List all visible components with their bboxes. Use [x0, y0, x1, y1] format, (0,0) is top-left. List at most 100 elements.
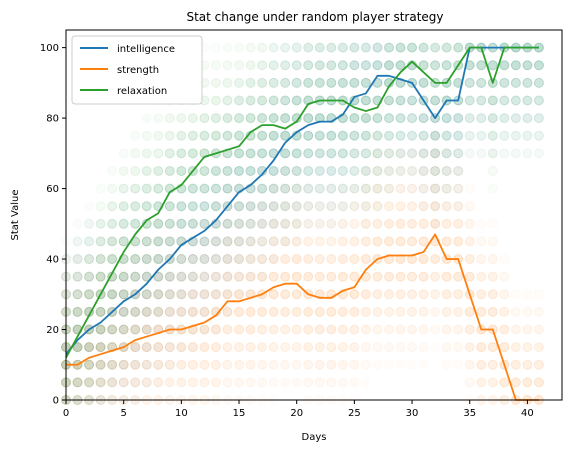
scatter-point-intelligence [95, 377, 106, 388]
scatter-point-relaxation [153, 254, 164, 265]
scatter-point-strength [187, 306, 198, 317]
scatter-point-strength [245, 201, 256, 212]
scatter-point-strength [407, 165, 418, 176]
scatter-point-strength [314, 377, 325, 388]
scatter-point-strength [407, 271, 418, 282]
scatter-point-relaxation [349, 95, 360, 106]
scatter-point-intelligence [395, 42, 406, 53]
scatter-point-strength [187, 359, 198, 370]
scatter-point-strength [141, 271, 152, 282]
scatter-point-intelligence [95, 254, 106, 265]
scatter-point-intelligence [199, 306, 210, 317]
scatter-point-intelligence [176, 271, 187, 282]
scatter-point-relaxation [141, 148, 152, 159]
scatter-point-relaxation [522, 77, 533, 88]
scatter-point-intelligence [164, 306, 175, 317]
scatter-point-intelligence [199, 218, 210, 229]
scatter-point-relaxation [511, 149, 520, 158]
scatter-point-relaxation [210, 201, 221, 212]
scatter-point-intelligence [95, 236, 106, 247]
scatter-point-strength [280, 289, 291, 300]
scatter-point-relaxation [407, 148, 418, 159]
scatter-point-strength [499, 271, 510, 282]
scatter-point-relaxation [130, 324, 141, 335]
x-axis-label: Days [302, 432, 327, 443]
scatter-point-relaxation [464, 113, 475, 124]
scatter-point-intelligence [72, 289, 83, 300]
scatter-point-intelligence [395, 60, 406, 71]
scatter-point-intelligence [164, 236, 175, 247]
scatter-point-relaxation [314, 165, 325, 176]
scatter-point-strength [418, 271, 429, 282]
scatter-point-relaxation [522, 95, 533, 106]
scatter-point-intelligence [291, 201, 302, 212]
scatter-point-strength [326, 306, 337, 317]
scatter-point-intelligence [141, 324, 152, 335]
scatter-point-intelligence [234, 254, 245, 265]
scatter-point-intelligence [199, 130, 210, 141]
scatter-point-relaxation [418, 60, 429, 71]
scatter-point-intelligence [533, 95, 544, 106]
scatter-point-intelligence [499, 95, 510, 106]
scatter-point-relaxation [476, 60, 487, 71]
scatter-point-relaxation [349, 201, 360, 212]
scatter-point-relaxation [291, 183, 302, 194]
scatter-point-strength [245, 271, 256, 282]
scatter-point-strength [314, 342, 325, 353]
scatter-point-intelligence [95, 359, 106, 370]
scatter-point-intelligence [487, 113, 498, 124]
scatter-point-strength [280, 183, 291, 194]
scatter-point-strength [210, 236, 221, 247]
scatter-point-intelligence [430, 95, 441, 106]
scatter-point-strength [349, 236, 360, 247]
scatter-point-intelligence [476, 95, 487, 106]
scatter-point-strength [395, 342, 406, 353]
scatter-point-intelligence [303, 130, 314, 141]
scatter-point-strength [453, 165, 464, 176]
scatter-point-strength [372, 236, 383, 247]
scatter-point-strength [153, 271, 164, 282]
scatter-point-intelligence [199, 289, 210, 300]
scatter-point-intelligence [222, 130, 233, 141]
scatter-point-relaxation [164, 148, 175, 159]
scatter-point-strength [360, 289, 371, 300]
scatter-point-intelligence [303, 165, 314, 176]
scatter-point-intelligence [395, 148, 406, 159]
scatter-point-relaxation [118, 218, 129, 229]
scatter-point-strength [383, 271, 394, 282]
scatter-point-strength [222, 342, 233, 353]
scatter-point-relaxation [84, 359, 95, 370]
scatter-point-relaxation [430, 95, 441, 106]
scatter-point-relaxation [268, 77, 279, 88]
scatter-point-intelligence [141, 306, 152, 317]
scatter-point-strength [210, 271, 221, 282]
scatter-point-relaxation [487, 60, 498, 71]
scatter-point-strength [337, 236, 348, 247]
scatter-point-relaxation [164, 165, 175, 176]
scatter-point-relaxation [499, 77, 510, 88]
scatter-point-strength [337, 324, 348, 335]
scatter-point-relaxation [326, 183, 337, 194]
scatter-point-relaxation [292, 219, 301, 228]
scatter-point-intelligence [349, 130, 360, 141]
scatter-point-intelligence [326, 130, 337, 141]
scatter-point-strength [291, 342, 302, 353]
scatter-point-strength [464, 324, 475, 335]
scatter-point-strength [383, 324, 394, 335]
scatter-point-strength [383, 165, 394, 176]
scatter-point-strength [234, 236, 245, 247]
scatter-point-strength [396, 360, 405, 369]
scatter-point-intelligence [383, 165, 394, 176]
scatter-point-intelligence [280, 218, 291, 229]
scatter-point-strength [337, 359, 348, 370]
scatter-point-strength [176, 359, 187, 370]
scatter-point-strength [441, 342, 452, 353]
scatter-point-intelligence [383, 130, 394, 141]
scatter-point-relaxation [153, 113, 164, 124]
scatter-point-intelligence [533, 60, 544, 71]
scatter-point-intelligence [234, 201, 245, 212]
scatter-point-intelligence [199, 201, 210, 212]
scatter-point-relaxation [533, 130, 544, 141]
scatter-point-intelligence [176, 165, 187, 176]
scatter-point-relaxation [487, 113, 498, 124]
